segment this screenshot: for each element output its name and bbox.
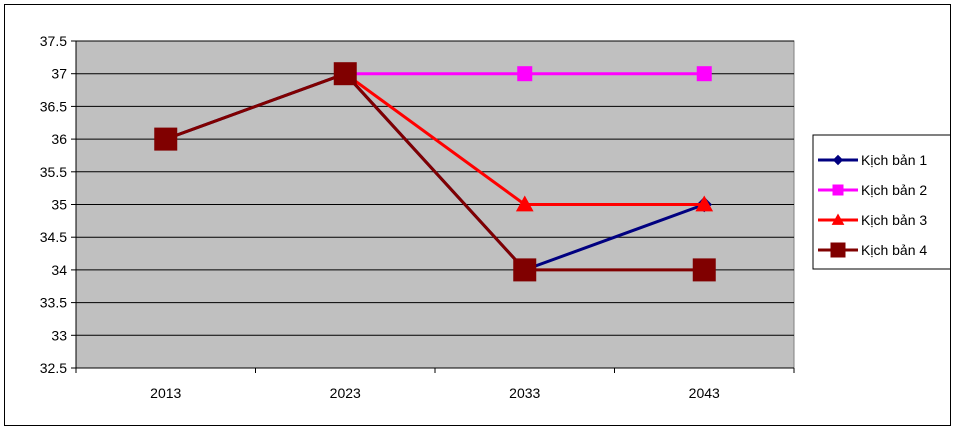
legend-label: Kịch bản 2 <box>861 182 927 198</box>
series-group <box>154 62 716 282</box>
legend-swatch-marker <box>830 242 846 258</box>
y-tick-label: 35 <box>51 197 67 213</box>
y-tick-label: 32.5 <box>40 360 67 376</box>
series-4-point <box>333 62 357 86</box>
series-4 <box>154 62 716 282</box>
legend-item-3: Kịch bản 3 <box>818 212 927 228</box>
legend-item-4: Kịch bản 4 <box>818 242 927 258</box>
x-tick-label: 2043 <box>689 385 720 401</box>
series-3-point <box>515 195 534 212</box>
y-tick-label: 37.5 <box>40 33 67 49</box>
x-tick-label: 2013 <box>150 385 181 401</box>
legend-label: Kịch bản 3 <box>861 212 927 228</box>
axes: 32.5 33 33.5 34 34.5 35 35.5 36 36.5 37 37.5 2013 20… <box>40 33 795 401</box>
legend-swatch-marker <box>832 154 844 166</box>
y-tick-label: 34 <box>51 262 67 278</box>
y-tick-label: 37 <box>51 66 67 82</box>
legend-swatch-marker <box>832 184 844 196</box>
legend-swatch-marker <box>831 213 845 225</box>
y-tick-label: 35.5 <box>40 164 67 180</box>
series-4-point <box>692 258 716 282</box>
series-3-point <box>695 195 714 212</box>
legend-label: Kịch bản 4 <box>861 242 927 258</box>
x-tick-label: 2023 <box>330 385 361 401</box>
legend-label: Kịch bản 1 <box>861 152 927 168</box>
series-4-line <box>165 72 705 272</box>
y-tick-label: 33 <box>51 327 67 343</box>
series-4-point <box>513 258 537 282</box>
series-2-point <box>517 66 533 82</box>
series-2-point <box>696 66 712 82</box>
x-tick-label: 2033 <box>509 385 540 401</box>
y-tick-label: 36.5 <box>40 98 67 114</box>
series-4-point <box>154 127 178 151</box>
y-tick-label: 34.5 <box>40 229 67 245</box>
legend-item-2: Kịch bản 2 <box>818 182 927 198</box>
y-tick-label: 36 <box>51 131 67 147</box>
chart-frame: 32.5 33 33.5 34 34.5 35 35.5 36 36.5 37 37.5 2013 20… <box>4 4 954 426</box>
y-tick-label: 33.5 <box>40 295 67 311</box>
legend-item-1: Kịch bản 1 <box>818 152 927 168</box>
line-chart: 32.5 33 33.5 34 34.5 35 35.5 36 36.5 37 37.5 2013 20… <box>40 33 954 401</box>
legend: Kịch bản 1 Kịch bản 2 Kịch bản 3 Kịch bản 4 <box>812 134 954 270</box>
